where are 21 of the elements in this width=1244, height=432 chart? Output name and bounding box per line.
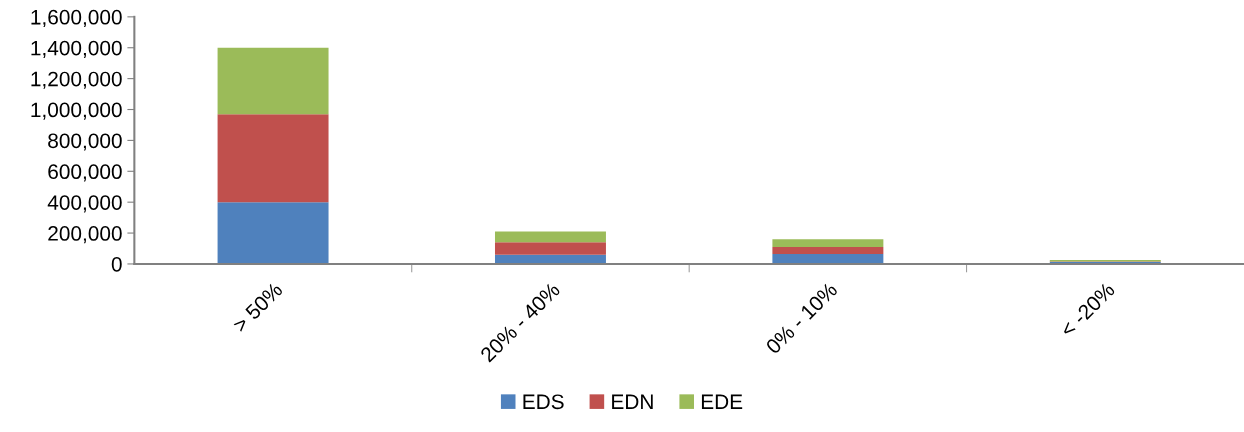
legend-label: EDS [523,394,564,410]
y-tick-label: 800,000 [48,133,122,151]
legend-label: EDN [612,394,653,409]
bar [494,231,606,243]
y-tick-label: 400,000 [47,195,122,213]
y-tick-label: 200,000 [48,226,122,244]
y-tick-label: 600,000 [48,164,122,182]
y-tick-label: 1,200,000 [31,71,122,89]
bar [494,242,606,255]
bar [772,246,884,254]
y-tick-label: 1,000,000 [31,102,122,120]
bar [217,114,329,203]
y-tick-label: 1,600,000 [31,9,122,28]
bar [772,239,884,247]
legend-label: EDE [701,394,743,409]
bar [217,47,329,115]
x-tick-label: > 50% [231,281,284,333]
y-tick-label: 0 [111,256,122,272]
bar [772,253,884,264]
y-tick-label: 1,400,000 [31,40,122,58]
bar [217,202,329,264]
